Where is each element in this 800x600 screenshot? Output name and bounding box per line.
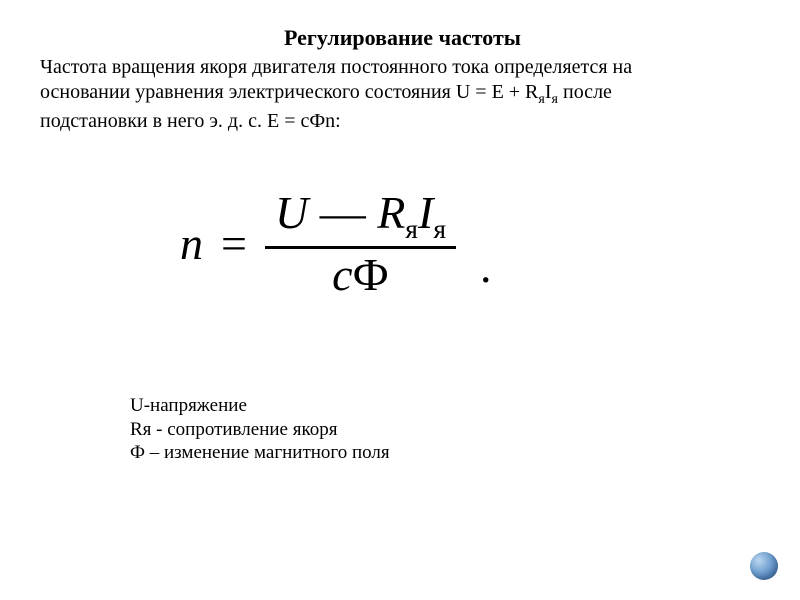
para-part-1: Частота вращения якоря двигателя постоян… [40, 56, 632, 78]
num-R: R [377, 187, 405, 238]
den-Phi: Ф [353, 249, 389, 300]
formula: n = U — RяIя cФ . [180, 189, 765, 299]
legend-line-3: Ф – изменение магнитного поля [130, 441, 765, 465]
num-U: U [275, 187, 308, 238]
para-part-2a: основании уравнения электрического состо… [40, 81, 538, 103]
para-part-2c: после [558, 81, 612, 103]
den-c: c [332, 249, 352, 300]
formula-equals: = [221, 217, 247, 270]
num-dash: — [320, 187, 366, 238]
slide: Регулирование частоты Частота вращения я… [0, 0, 800, 600]
para-part-3: подстановки в него э. д. с. E = cФn: [40, 110, 341, 132]
formula-denominator: cФ [322, 251, 399, 299]
formula-numerator: U — RяIя [265, 189, 456, 244]
slide-title: Регулирование частоты [40, 25, 765, 51]
intro-paragraph: Частота вращения якоря двигателя постоян… [40, 55, 765, 134]
legend-line-1: U-напряжение [130, 394, 765, 418]
formula-fraction: U — RяIя cФ [265, 189, 456, 299]
legend-line-2: Rя - сопротивление якоря [130, 418, 765, 442]
num-I-sub: я [433, 213, 446, 244]
formula-region: n = U — RяIя cФ . [180, 189, 765, 299]
para-part-2b: I [545, 81, 552, 103]
legend: U-напряжение Rя - сопротивление якоря Ф … [130, 394, 765, 465]
formula-lhs: n [180, 217, 203, 270]
decorative-sphere-icon [750, 552, 778, 580]
num-I: I [418, 187, 433, 238]
num-R-sub: я [405, 213, 418, 244]
formula-period: . [480, 240, 492, 293]
